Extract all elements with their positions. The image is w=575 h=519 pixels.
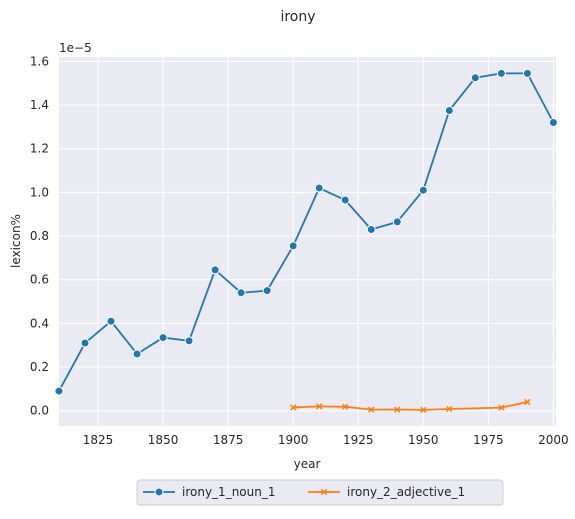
data-point	[470, 73, 480, 83]
x-tick-label: 1925	[343, 433, 374, 447]
x-tick-label: 1850	[148, 433, 179, 447]
data-point	[498, 404, 505, 411]
data-point	[392, 217, 402, 227]
data-point	[132, 349, 142, 359]
data-point	[446, 405, 453, 413]
x-tick-labels: 1825 1850 1875 1900 1925 1950 1975 2000	[83, 433, 569, 447]
y-tick-label: 0.6	[30, 273, 49, 287]
y-tick-labels: 0.0 0.2 0.4 0.6 0.8 1.0 1.2 1.4 1.6	[30, 54, 49, 417]
data-point	[80, 338, 90, 348]
legend-label: irony_1_noun_1	[182, 485, 275, 499]
legend: irony_1_noun_1 irony_2_adjective_1	[136, 479, 504, 506]
legend-marker	[154, 487, 164, 497]
data-point	[420, 406, 427, 413]
legend-item: irony_2_adjective_1	[308, 485, 465, 499]
data-point	[210, 265, 220, 275]
x-tick-label: 1825	[83, 433, 114, 447]
series-layer	[54, 68, 558, 413]
x-axis-label: year	[294, 457, 321, 471]
x-tick-label: 1875	[213, 433, 244, 447]
y-tick-label: 0.4	[30, 316, 49, 330]
y-axis-scale-note: 1e−5	[59, 41, 92, 55]
plot-area	[59, 57, 556, 426]
data-point	[418, 185, 428, 195]
legend-label: irony_2_adjective_1	[347, 485, 465, 499]
x-tick-label: 2000	[538, 433, 569, 447]
data-point	[366, 224, 376, 234]
data-point	[158, 333, 168, 343]
data-point	[184, 336, 194, 346]
data-point	[368, 406, 375, 413]
data-point	[340, 195, 350, 205]
y-tick-label: 0.2	[30, 360, 49, 374]
series-irony_2_adjective_1	[290, 398, 531, 413]
series-line	[58, 72, 555, 392]
data-point	[522, 68, 532, 78]
x-tick-label: 1975	[473, 433, 504, 447]
data-point	[316, 403, 323, 410]
data-point	[496, 68, 506, 78]
data-point	[106, 316, 116, 326]
grid-lines	[59, 57, 556, 426]
data-point	[262, 286, 272, 296]
data-point	[288, 241, 298, 251]
y-tick-label: 1.0	[30, 185, 49, 199]
y-tick-label: 0.0	[30, 404, 49, 418]
y-tick-label: 0.8	[30, 229, 49, 243]
legend-item: irony_1_noun_1	[143, 485, 275, 499]
data-point	[236, 288, 246, 298]
data-point	[342, 403, 349, 410]
data-point	[524, 398, 531, 406]
x-tick-label: 1900	[278, 433, 309, 447]
data-point	[314, 183, 324, 193]
data-point	[548, 118, 558, 128]
y-axis-label: lexicon%	[9, 214, 23, 268]
y-tick-label: 1.6	[30, 54, 49, 68]
data-point	[444, 105, 454, 115]
y-tick-label: 1.2	[30, 142, 49, 156]
chart-title: irony	[280, 9, 315, 25]
y-tick-label: 1.4	[30, 98, 49, 112]
data-point	[290, 404, 297, 411]
legend-marker	[320, 488, 328, 496]
data-point	[394, 406, 401, 413]
series-irony_1_noun_1	[54, 68, 558, 396]
data-point	[54, 386, 64, 396]
x-tick-label: 1950	[408, 433, 439, 447]
